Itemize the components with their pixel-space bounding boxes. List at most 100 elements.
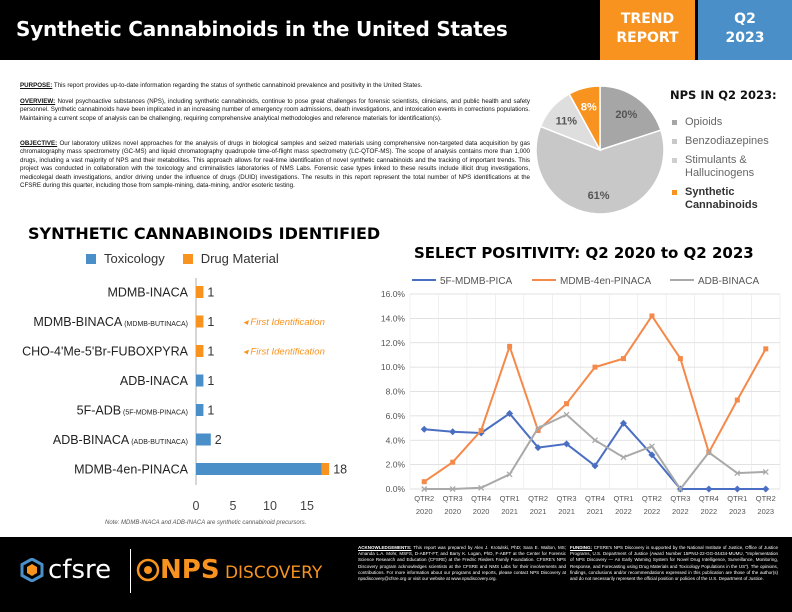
bar-drug-material-mdmb-binaca [196,315,204,328]
point-5f-mdmb-pica [563,440,571,448]
bar-data-label: 1 [207,345,214,359]
line-x-tick-year: 2023 [757,507,774,516]
line-x-tick-year: 2022 [672,507,689,516]
funding-text: CFSRE's NPS Discovery is supported by th… [570,545,778,582]
pie-slice-opioids [599,85,662,152]
objective-paragraph: OBJECTIVE: Our laboratory utilizes novel… [20,140,530,190]
pie-legend-swatch [672,158,677,163]
point-5f-mdmb-pica [648,451,656,459]
pie-legend-label: Synthetic Cannabinoids [685,186,758,211]
purpose-paragraph: PURPOSE: This report provides up-to-date… [20,82,530,90]
line-x-tick-year: 2020 [473,507,490,516]
point-adb-binaca [506,471,513,478]
line-x-tick-year: 2022 [644,507,661,516]
point-adb-binaca [762,468,769,475]
bar-x-tick-label: 0 [193,499,200,513]
bar-category-label: ADB-BINACA (ADB-BUTINACA) [53,433,188,447]
pie-legend-label: Benzodiazepines [685,135,769,147]
pie-label-benzodiazepines: 61% [588,190,610,202]
legend-toxicology: Toxicology [86,251,165,266]
line-y-tick-label: 16.0% [381,289,406,299]
bar-drug-material-mdmb-4en-pinaca [321,463,330,475]
legend-drug-material-label: Drug Material [200,251,279,266]
bar-drug-material-mdmb-inaca [196,286,204,298]
point-mdmb-4en-pinaca [564,401,570,407]
nps-pie-chart: 20% 61% 11%8% [535,85,665,215]
quarter-label: Q2 [734,11,756,27]
line-y-tick-label: 8.0% [386,387,406,397]
ack-text: This report was prepared by Alex J. Krot… [358,545,566,582]
point-adb-binaca [421,486,428,492]
positivity-line-chart: 0.0% 2.0% 4.0% 6.0% 8.0% 10.0% 12.0% 14.0% 16.0%… [381,276,781,516]
header-bar: Synthetic Cannabinoids in the United Sta… [0,0,792,60]
line-x-tick-quarter: QTR3 [443,494,463,503]
bar-category-label: CHO-4'Me-5'Br-FUBOXPYRA [22,345,189,359]
point-mdmb-4en-pinaca [734,397,740,403]
acknowledgements: ACKNOWLEDGEMENTS: This report was prepar… [358,545,566,582]
point-mdmb-4en-pinaca [592,364,598,370]
line-x-tick-year: 2021 [501,507,518,516]
point-5f-mdmb-pica [733,485,741,493]
point-adb-binaca [535,425,542,432]
pie-legend-swatch [672,190,677,195]
page-title: Synthetic Cannabinoids in the United Sta… [16,17,508,41]
line-x-tick-quarter: QTR3 [557,494,577,503]
line-x-tick-quarter: QTR2 [414,494,434,503]
drug-material-swatch [182,254,193,264]
nps-text: NPS [160,555,220,585]
line-y-tick-label: 0.0% [386,484,406,494]
pie-legend-item-benzodiazepines: Benzodiazepines [672,135,775,148]
pie-legend: Opioids Benzodiazepines Stimulants & Hallu… [672,116,775,218]
line-y-tick-label: 6.0% [386,411,406,421]
line-x-tick-quarter: QTR4 [699,494,719,503]
bar-x-tick-label: 15 [300,499,314,513]
pie-legend-label: Opioids [685,116,723,128]
line-x-tick-year: 2021 [587,507,604,516]
point-5f-mdmb-pica [420,425,428,433]
purpose-label: PURPOSE: [20,82,53,89]
cfsre-logo-text: cfsre [48,555,112,585]
trend-report-badge: TREND REPORT [600,0,695,60]
ack-label: ACKNOWLEDGEMENTS: [358,545,412,550]
line-x-tick-quarter: QTR2 [528,494,548,503]
line-legend-label-adb-binaca: ADB-BINACA [698,276,759,287]
purpose-text: This report provides up-to-date informat… [52,82,423,89]
line-chart-title: SELECT POSITIVITY: Q2 2020 to Q2 2023 [414,244,754,262]
legend-toxicology-label: Toxicology [104,251,165,266]
point-5f-mdmb-pica [449,428,457,436]
discovery-text: DISCOVERY [219,563,323,583]
funding-label: FUNDING: [570,545,592,550]
point-mdmb-4en-pinaca [535,428,541,433]
point-5f-mdmb-pica [506,409,514,417]
pie-label-synthetic-cannabinoids: 8% [581,102,597,114]
objective-text: Our laboratory utilizes novel approaches… [20,140,530,190]
point-adb-binaca [705,449,712,456]
bar-toxicology-mdmb-4en-pinaca [196,463,322,475]
series-line-adb-binaca [424,413,766,491]
point-adb-binaca [648,443,655,450]
bar-category-label: 5F-ADB (5F-MDMB-PINACA) [77,404,188,418]
line-x-tick-quarter: QTR2 [756,494,776,503]
point-5f-mdmb-pica [619,419,627,427]
nps-discovery-logo: NPS DISCOVERY [160,555,322,585]
bar-data-label: 18 [333,463,347,477]
point-5f-mdmb-pica [705,485,713,493]
point-adb-binaca [478,484,485,491]
first-identification-annotation: ◂ First Identification [243,347,325,358]
bar-x-tick-label: 10 [263,499,277,513]
nps-logo-icon [136,558,160,582]
legend-drug-material: Drug Material [182,251,279,266]
point-adb-binaca [620,454,627,461]
bar-data-label: 1 [207,286,214,300]
point-5f-mdmb-pica [534,444,542,452]
bar-category-label: MDMB-INACA [107,286,188,300]
logo-divider [130,549,131,593]
trend-label: TREND [620,11,675,27]
point-5f-mdmb-pica [762,485,770,493]
point-mdmb-4en-pinaca [763,346,769,352]
pie-slice-benzodiazepines [535,125,665,215]
bar-chart-title: SYNTHETIC CANNABINOIDS IDENTIFIED [28,224,381,243]
point-adb-binaca [734,470,741,477]
line-legend-label-mdmb-4en-pinaca: MDMB-4en-PINACA [560,276,651,287]
pie-legend-swatch [672,139,677,144]
